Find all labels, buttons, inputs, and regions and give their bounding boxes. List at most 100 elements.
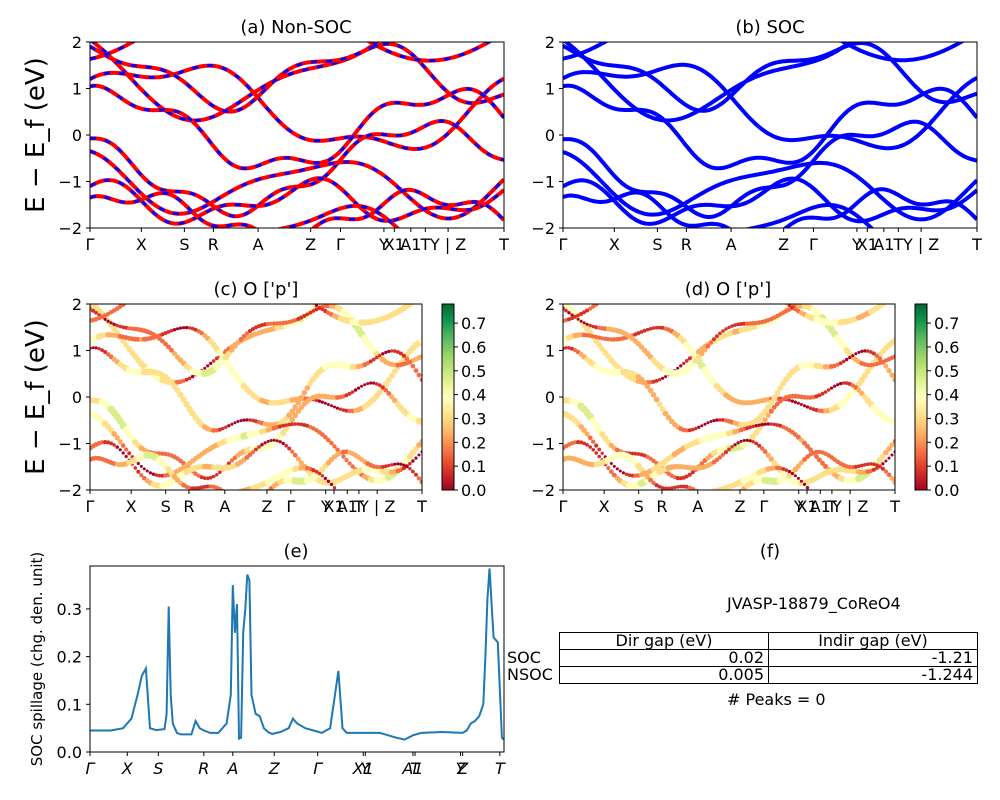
band-point — [654, 483, 659, 488]
band-point — [630, 451, 635, 456]
band-point — [815, 277, 818, 280]
y-tick-label: −1 — [531, 435, 555, 454]
band-point — [413, 368, 419, 373]
x-tick-label: Γ — [336, 235, 345, 254]
band-point — [778, 466, 783, 471]
x-tick-label: T — [419, 235, 430, 254]
band-point — [665, 250, 672, 257]
band-point — [257, 445, 261, 449]
band-point — [570, 313, 574, 317]
band-point — [253, 257, 258, 262]
band-point — [221, 426, 225, 431]
band-point — [419, 377, 422, 383]
band-point — [314, 304, 318, 307]
band-point — [173, 538, 176, 541]
band-point — [854, 352, 858, 356]
band-point — [624, 279, 628, 283]
band-point — [590, 514, 596, 520]
band-point — [721, 329, 725, 333]
colorbar-tick-label: 0.6 — [934, 338, 959, 357]
band-point — [844, 522, 849, 527]
band-point — [299, 315, 304, 320]
band-point — [888, 526, 895, 533]
band-point — [657, 254, 663, 260]
band-point — [581, 427, 587, 433]
band-point — [684, 501, 690, 507]
band-point — [606, 465, 611, 470]
band-point — [861, 372, 868, 379]
band-point — [176, 536, 179, 539]
band-point — [396, 462, 400, 466]
band-point — [120, 517, 126, 523]
band-point — [780, 380, 787, 387]
band-point — [664, 375, 668, 379]
band-point — [418, 337, 422, 344]
band-point — [703, 422, 707, 426]
band-point — [636, 331, 641, 336]
band-line — [275, 203, 401, 228]
band-point — [129, 524, 135, 530]
band-point — [121, 325, 126, 330]
band-point — [182, 532, 185, 535]
band-point — [699, 461, 705, 466]
band-point — [109, 441, 113, 446]
band-point — [419, 438, 422, 444]
band-point — [569, 502, 575, 508]
x-tick-label: A1 — [873, 235, 894, 254]
row-label-soc: SOC — [507, 648, 541, 667]
x-tick-label: R — [681, 235, 692, 254]
band-point — [727, 257, 732, 262]
band-point — [717, 455, 723, 460]
band-point — [332, 486, 337, 490]
band-point — [615, 286, 619, 290]
band-point — [753, 429, 760, 436]
band-point — [303, 295, 306, 298]
band-point — [177, 391, 184, 398]
band-point — [833, 384, 837, 388]
panel-b-bands — [563, 42, 977, 228]
band-point — [410, 363, 416, 369]
x-tick-label: R — [198, 759, 209, 778]
colorbar-tick-label: 0.4 — [934, 386, 959, 405]
band-point — [588, 306, 593, 311]
band-point — [721, 503, 725, 507]
band-point — [138, 532, 144, 538]
band-point — [402, 463, 406, 467]
band-point — [762, 408, 769, 415]
band-point — [570, 316, 575, 321]
x-tick-label: Z — [268, 759, 281, 778]
y-tick-label: 0.0 — [57, 743, 82, 762]
band-point — [839, 381, 843, 386]
band-point — [865, 526, 870, 531]
band-point — [124, 454, 128, 459]
band-point — [190, 374, 195, 379]
band-point — [396, 350, 400, 354]
band-point — [415, 526, 422, 533]
band-point — [890, 453, 894, 457]
x-tick-label: Z — [778, 235, 789, 254]
band-point — [611, 472, 617, 478]
band-point — [175, 261, 180, 266]
band-point — [841, 381, 846, 385]
band-point — [684, 428, 689, 433]
band-point — [320, 474, 325, 478]
x-tick-label: Z — [734, 497, 745, 516]
x-tick-label: Y — [320, 497, 331, 516]
band-point — [653, 396, 660, 403]
band-point — [711, 250, 716, 255]
band-point — [787, 469, 792, 474]
band-point — [211, 359, 216, 363]
panel-a-ylabel: E − E_f (eV) — [21, 57, 51, 213]
band-point — [889, 475, 895, 481]
band-point — [838, 361, 843, 366]
band-point — [295, 399, 302, 406]
band-point — [718, 253, 723, 258]
band-point — [227, 424, 231, 428]
band-point — [230, 496, 234, 500]
x-tick-label: S — [153, 759, 163, 778]
band-point — [293, 422, 298, 426]
y-tick-label: −2 — [58, 481, 82, 500]
band-point — [289, 417, 296, 423]
band-point — [167, 541, 170, 544]
band-point — [594, 451, 598, 455]
